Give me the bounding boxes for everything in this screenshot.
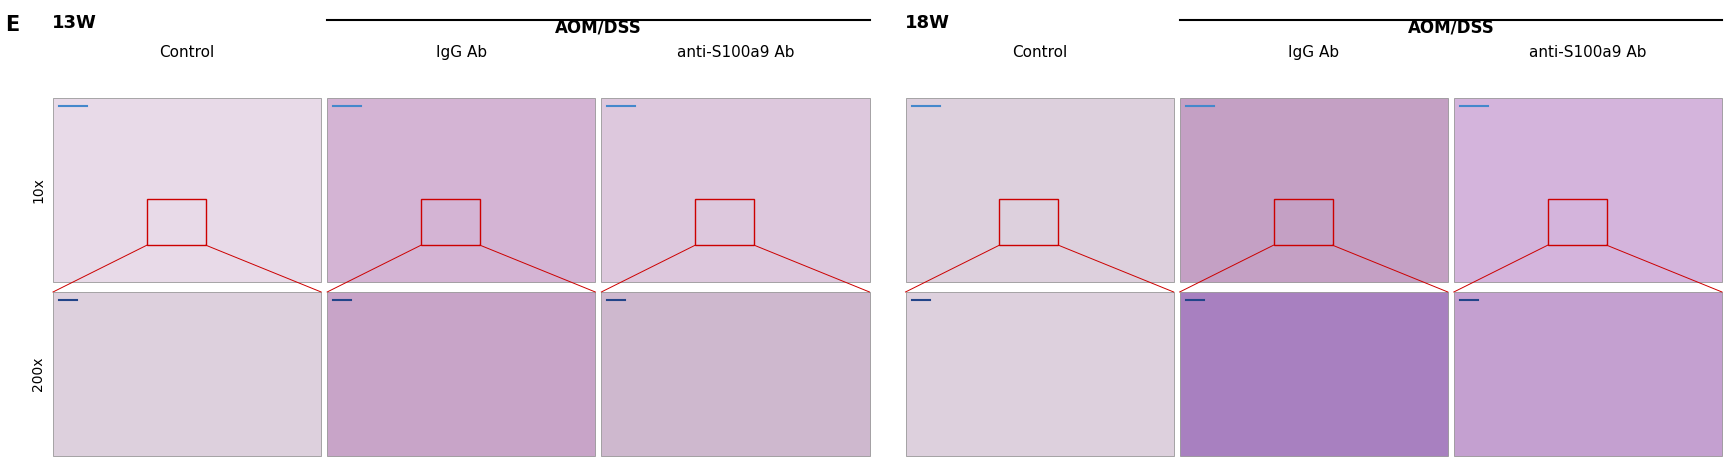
Text: AOM/DSS: AOM/DSS [555, 18, 642, 36]
FancyBboxPatch shape [1180, 98, 1447, 282]
FancyBboxPatch shape [1180, 292, 1447, 456]
Text: anti-S100a9 Ab: anti-S100a9 Ab [676, 45, 794, 60]
Text: Control: Control [159, 45, 214, 60]
FancyBboxPatch shape [328, 292, 595, 456]
Bar [147, 199, 205, 245]
Text: 200x: 200x [31, 357, 45, 391]
FancyBboxPatch shape [328, 98, 595, 282]
Text: Control: Control [1013, 45, 1068, 60]
FancyBboxPatch shape [53, 98, 321, 282]
Text: AOM/DSS: AOM/DSS [1408, 18, 1494, 36]
Text: IgG Ab: IgG Ab [436, 45, 486, 60]
FancyBboxPatch shape [602, 292, 869, 456]
Text: 13W: 13W [52, 14, 97, 32]
Text: 10x: 10x [31, 177, 45, 203]
Text: E: E [5, 15, 19, 35]
FancyBboxPatch shape [906, 98, 1173, 282]
FancyBboxPatch shape [906, 292, 1173, 456]
FancyBboxPatch shape [53, 292, 321, 456]
Text: IgG Ab: IgG Ab [1289, 45, 1339, 60]
Bar [421, 199, 480, 245]
Text: anti-S100a9 Ab: anti-S100a9 Ab [1528, 45, 1647, 60]
FancyBboxPatch shape [1454, 292, 1722, 456]
Bar [999, 199, 1059, 245]
FancyBboxPatch shape [602, 98, 869, 282]
Bar [1547, 199, 1606, 245]
Text: 18W: 18W [904, 14, 949, 32]
Bar [695, 199, 754, 245]
Bar [1273, 199, 1332, 245]
FancyBboxPatch shape [1454, 98, 1722, 282]
